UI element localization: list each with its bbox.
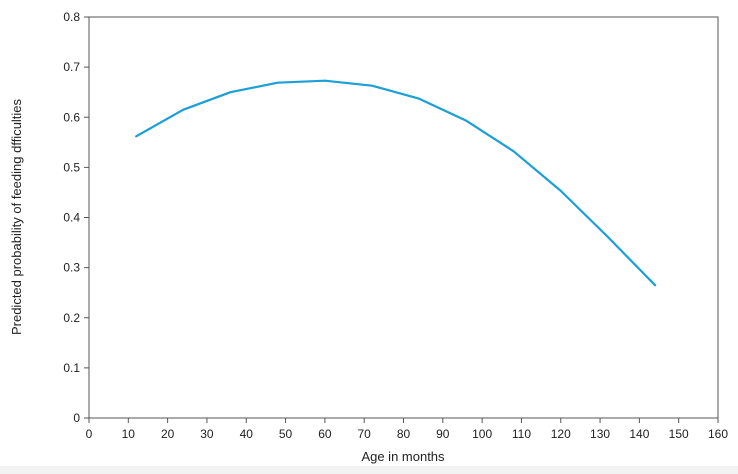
x-tick-label: 130	[590, 427, 610, 441]
x-tick-label: 70	[358, 427, 372, 441]
x-tick-label: 120	[551, 427, 571, 441]
x-tick-label: 110	[512, 427, 531, 441]
y-tick-label: 0.3	[63, 261, 80, 275]
y-tick-label: 0.6	[63, 110, 80, 124]
plot-frame	[88, 16, 719, 419]
x-tick-label: 160	[708, 427, 728, 441]
series-layer	[135, 79, 657, 287]
x-tick-label: 140	[629, 427, 649, 441]
y-tick-label: 0.8	[63, 10, 80, 24]
x-tick-label: 60	[318, 427, 332, 441]
x-tick-label: 50	[279, 427, 293, 441]
x-tick-label: 150	[669, 427, 689, 441]
y-tick-label: 0.7	[63, 60, 80, 74]
bottom-band	[0, 466, 738, 474]
y-axis: 0 0.1 0.2 0.3 0.4 0.5 0.6 0.7 0.8	[63, 10, 89, 425]
series-line	[135, 79, 657, 287]
x-tick-label: 80	[397, 427, 411, 441]
x-tick-label: 90	[436, 427, 450, 441]
y-axis-label: Predicted probability of feeding dfficul…	[9, 98, 24, 335]
y-tick-label: 0.5	[63, 160, 80, 174]
y-tick-label: 0.1	[63, 361, 80, 375]
y-tick-label: 0	[73, 411, 80, 425]
x-tick-label: 0	[86, 427, 93, 441]
x-tick-label: 10	[122, 427, 136, 441]
x-tick-label: 20	[161, 427, 175, 441]
x-axis-label: Age in months	[361, 449, 445, 464]
x-axis: 0 10 20 30 40 50 60 70 80 90 100 110 120 130 140 150 160	[86, 418, 728, 441]
y-tick-label: 0.2	[63, 311, 80, 325]
x-tick-label: 40	[240, 427, 254, 441]
y-tick-label: 0.4	[63, 211, 80, 225]
x-tick-label: 100	[472, 427, 492, 441]
x-tick-label: 30	[200, 427, 214, 441]
